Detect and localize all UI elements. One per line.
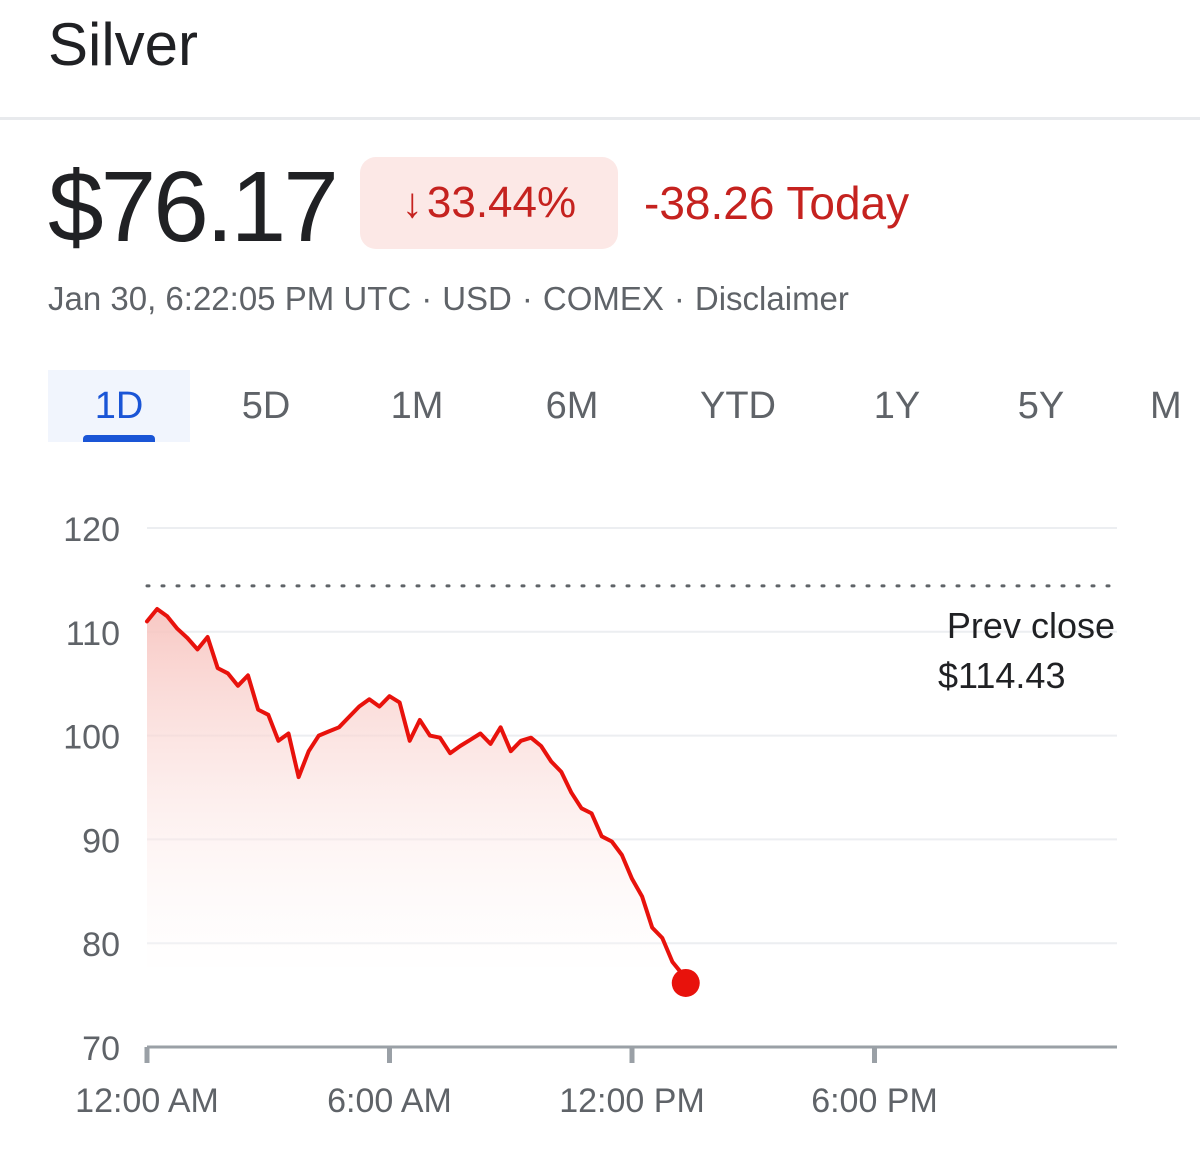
meta-separator: · bbox=[521, 280, 533, 317]
tab-label: 6M bbox=[545, 384, 599, 427]
y-tick-label: 110 bbox=[66, 615, 120, 653]
tab-5d[interactable]: 5D bbox=[206, 370, 326, 442]
quote-timestamp: Jan 30, 6:22:05 PM UTC bbox=[48, 280, 412, 317]
tab-1m[interactable]: 1M bbox=[357, 370, 477, 442]
tab-6m[interactable]: 6M bbox=[512, 370, 632, 442]
x-tick-label: 12:00 AM bbox=[75, 1082, 219, 1120]
x-tick-label: 12:00 PM bbox=[559, 1082, 705, 1120]
tab-label: 1D bbox=[94, 384, 144, 427]
price-chart-svg: 120 110 100 90 80 70 12:00 AM 6:00 AM 12:00 PM 6:… bbox=[63, 511, 1119, 1120]
range-tabs: 1D 5D 1M 6M YTD 1Y 5Y M bbox=[0, 370, 1200, 442]
price-area-fill bbox=[147, 609, 686, 983]
page-title: Silver bbox=[48, 11, 199, 78]
y-tick-label: 100 bbox=[63, 719, 120, 757]
y-tick-label: 120 bbox=[63, 511, 120, 549]
active-tab-indicator bbox=[83, 435, 155, 442]
arrow-down-icon: ↓ bbox=[401, 179, 423, 226]
y-tick-label: 90 bbox=[82, 822, 120, 860]
change-percent-value: 33.44% bbox=[426, 178, 577, 227]
meta-separator: · bbox=[421, 280, 433, 317]
quote-meta: Jan 30, 6:22:05 PM UTC · USD · COMEX · Disclai… bbox=[48, 280, 849, 318]
meta-separator: · bbox=[673, 280, 685, 317]
tab-label: 5D bbox=[241, 384, 291, 427]
current-price: $76.17 bbox=[48, 151, 339, 263]
y-tick-label: 70 bbox=[82, 1030, 120, 1068]
prev-close-label: Prev close bbox=[947, 605, 1115, 646]
last-price-marker bbox=[671, 968, 700, 997]
tab-1d[interactable]: 1D bbox=[48, 370, 190, 442]
price-chart[interactable]: 120 110 100 90 80 70 12:00 AM 6:00 AM 12:00 PM 6:… bbox=[0, 480, 1200, 1146]
tab-label: YTD bbox=[700, 384, 776, 427]
x-tick-label: 6:00 PM bbox=[811, 1082, 938, 1120]
header-divider bbox=[0, 117, 1200, 120]
tab-label: 5Y bbox=[1017, 384, 1065, 427]
quote-currency: USD bbox=[442, 280, 512, 317]
tab-label: 1Y bbox=[873, 384, 921, 427]
y-tick-label: 80 bbox=[82, 926, 120, 964]
tab-5y[interactable]: 5Y bbox=[981, 370, 1101, 442]
change-percent-badge: ↓ 33.44% bbox=[360, 157, 618, 249]
prev-close-value: $114.43 bbox=[938, 655, 1065, 696]
quote-exchange: COMEX bbox=[542, 280, 664, 317]
tab-1y[interactable]: 1Y bbox=[837, 370, 957, 442]
tab-max[interactable]: M bbox=[1150, 370, 1200, 442]
tab-ytd[interactable]: YTD bbox=[678, 370, 798, 442]
x-tick-label: 6:00 AM bbox=[327, 1082, 452, 1120]
tab-label: 1M bbox=[390, 384, 444, 427]
change-today: -38.26 Today bbox=[644, 177, 910, 229]
tab-label: M bbox=[1150, 384, 1182, 427]
disclaimer-link[interactable]: Disclaimer bbox=[694, 280, 849, 317]
price-line bbox=[145, 607, 688, 985]
